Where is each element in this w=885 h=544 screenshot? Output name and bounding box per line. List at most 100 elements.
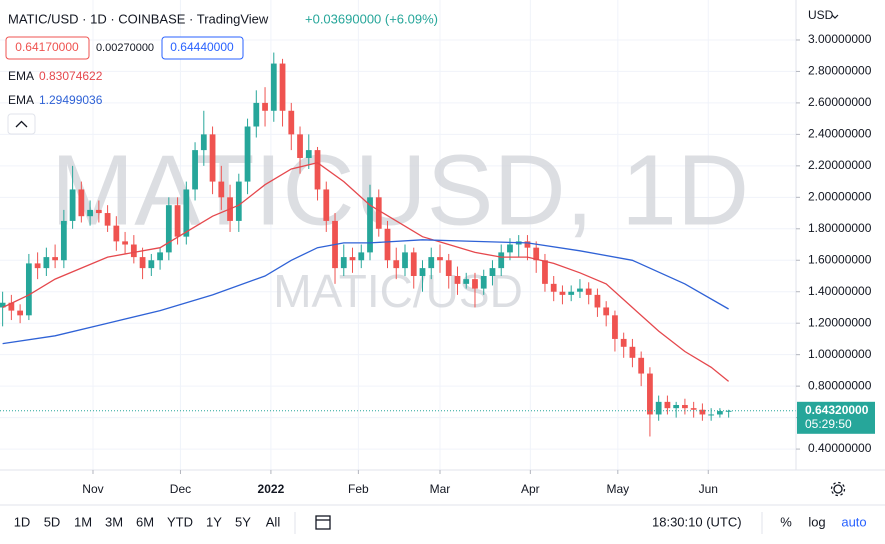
- ema-value: 1.29499036: [39, 93, 103, 107]
- candle-body: [612, 315, 618, 339]
- candle-body: [717, 411, 723, 415]
- calendar-icon[interactable]: [315, 515, 331, 530]
- candle-body: [454, 275, 461, 284]
- gear-teeth: [830, 481, 846, 497]
- candle-body: [349, 257, 356, 261]
- symbol-title: MATIC/USD · 1D · COINBASE · TradingView: [8, 11, 269, 26]
- ema-name: EMA: [8, 69, 34, 83]
- ask: 0.64440000: [170, 40, 234, 54]
- period-button[interactable]: 5Y: [235, 514, 251, 529]
- candle-body: [0, 302, 6, 308]
- gear: [833, 484, 843, 494]
- candle-body: [270, 63, 277, 111]
- candle-body: [489, 268, 496, 276]
- candle-body: [568, 291, 575, 295]
- y-tick-label: 2.00000000: [808, 189, 872, 203]
- candle-body: [655, 401, 662, 415]
- candle-body: [638, 357, 645, 374]
- candle-body: [472, 279, 478, 289]
- candle-body: [323, 189, 330, 221]
- candle-body: [305, 150, 312, 158]
- candle-body: [542, 260, 548, 284]
- candle-body: [25, 263, 32, 316]
- candle-body: [8, 302, 15, 311]
- period-button[interactable]: 5D: [44, 514, 61, 529]
- collapse-button[interactable]: [7, 113, 36, 135]
- period-button[interactable]: 6M: [136, 514, 154, 529]
- y-tick-label: 1.60000000: [808, 252, 872, 266]
- y-tick-label: 0.40000000: [808, 441, 872, 455]
- candle-body: [358, 252, 365, 261]
- candle-body: [463, 279, 470, 284]
- period-button[interactable]: 3M: [105, 514, 123, 529]
- candle-body: [78, 189, 85, 217]
- candle-body: [235, 181, 242, 221]
- period-button[interactable]: 1M: [74, 514, 92, 529]
- grid: [0, 0, 796, 470]
- candle-body: [664, 401, 671, 409]
- y-tick-label: 0.80000000: [808, 378, 872, 392]
- plot: [0, 52, 796, 437]
- y-tick-label: 2.40000000: [808, 127, 872, 141]
- calendar: [315, 515, 331, 530]
- ema-line: [2, 239, 729, 345]
- candle-body: [690, 408, 697, 410]
- spread: 0.00270000: [96, 42, 154, 54]
- y-tick-label: 1.20000000: [808, 315, 872, 329]
- settings-icon[interactable]: [830, 481, 846, 497]
- period-button[interactable]: 1D: [14, 514, 31, 529]
- x-tick-label: Mar: [430, 482, 451, 496]
- watermark-sub: MATIC/USD: [273, 265, 523, 317]
- candle-body: [524, 241, 531, 248]
- bid: 0.64170000: [15, 40, 79, 54]
- candle-body: [297, 134, 303, 158]
- x-tick-label: May: [606, 482, 629, 496]
- candle-body: [445, 260, 452, 276]
- candle-body: [262, 102, 268, 111]
- candle-body: [130, 244, 137, 258]
- candle-body: [725, 410, 732, 412]
- candle-body: [139, 257, 146, 269]
- candle-body: [43, 257, 50, 269]
- candle-body: [507, 244, 513, 253]
- candle-body: [314, 150, 321, 190]
- y-tick-label: 3.00000000: [808, 32, 872, 46]
- candle-body: [200, 134, 207, 151]
- log-toggle[interactable]: log: [808, 514, 825, 529]
- candle-body: [585, 288, 592, 295]
- period-button[interactable]: 1Y: [206, 514, 222, 529]
- candle-body: [174, 205, 181, 237]
- percent-toggle[interactable]: %: [780, 514, 792, 529]
- dropdown-icon: [831, 14, 839, 19]
- currency[interactable]: USD: [808, 8, 834, 22]
- x-tick-label: Nov: [82, 482, 103, 496]
- candle-body: [410, 252, 417, 276]
- candle-body: [393, 260, 400, 269]
- auto-toggle[interactable]: auto: [841, 514, 866, 529]
- candle-body: [52, 257, 58, 261]
- period-button[interactable]: YTD: [167, 514, 193, 529]
- candle-body: [603, 307, 610, 316]
- candle-body: [104, 213, 111, 226]
- toolbar: 1D 5D 1M 3M 6M YTD 1Y 5Y All 18:30:10 (UTC)% log au…: [14, 514, 867, 529]
- candle-body: [69, 189, 76, 221]
- candle-body: [559, 291, 566, 295]
- candle-body: [699, 409, 706, 415]
- candle-body: [402, 252, 408, 269]
- y-tick-label: 1.40000000: [808, 284, 872, 298]
- candle-body: [148, 260, 155, 269]
- bid-box: [5, 36, 90, 60]
- y-tick-label: 2.80000000: [808, 64, 872, 78]
- candle-body: [113, 225, 120, 242]
- candle-body: [708, 414, 715, 416]
- candle-body: [620, 338, 627, 347]
- x-tick-label: Jun: [699, 482, 718, 496]
- candle-body: [87, 209, 93, 217]
- x-tick-label: 2022: [258, 482, 285, 496]
- candle-body: [34, 263, 41, 269]
- ema-line: [2, 161, 730, 382]
- candle-body: [533, 247, 540, 261]
- candle-body: [165, 205, 172, 253]
- period-button[interactable]: All: [266, 514, 281, 529]
